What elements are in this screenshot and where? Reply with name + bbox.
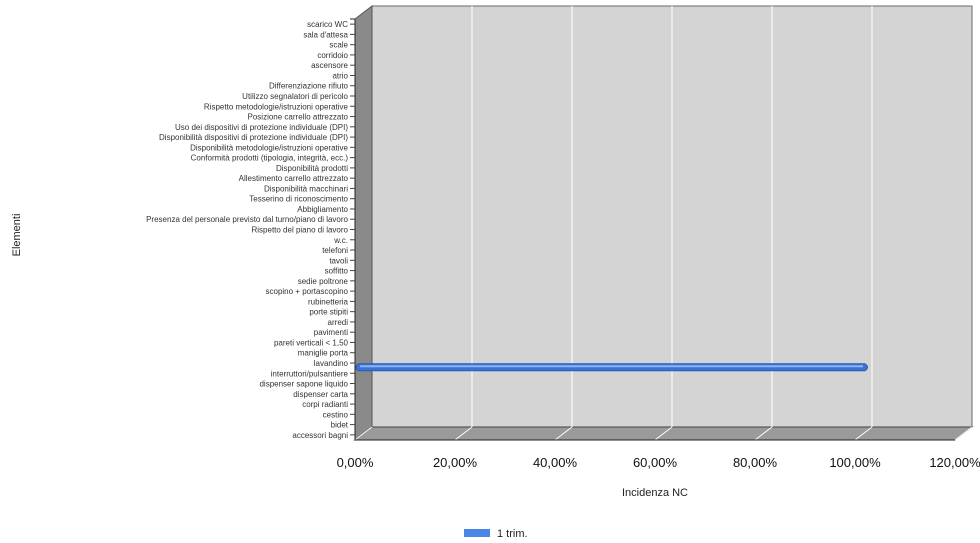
category-label: Disponibilità metodologie/istruzioni ope… bbox=[190, 143, 348, 152]
category-label: maniglie porta bbox=[298, 349, 349, 358]
category-label: Rispetto del piano di lavoro bbox=[251, 226, 348, 235]
floor-grid-line bbox=[354, 426, 373, 441]
y-axis-title: Elementi bbox=[11, 214, 23, 257]
category-label: Uso dei dispositivi di protezione indivi… bbox=[175, 123, 348, 132]
floor-grid-line bbox=[854, 426, 873, 441]
category-label: pareti verticali < 1,50 bbox=[274, 338, 349, 347]
floor-grid-line bbox=[754, 426, 773, 441]
category-label: pavimenti bbox=[314, 328, 348, 337]
category-label: telefoni bbox=[322, 246, 348, 255]
x-tick-label: 20,00% bbox=[433, 455, 478, 470]
x-tick-label: 40,00% bbox=[533, 455, 578, 470]
x-axis-title: Incidenza NC bbox=[622, 487, 688, 499]
category-label: scarico WC bbox=[307, 20, 348, 29]
floor-grid-line bbox=[454, 426, 473, 441]
category-label: ascensore bbox=[311, 61, 348, 70]
category-label: accessori bagni bbox=[292, 431, 348, 440]
category-label: Presenza del personale previsto dal turn… bbox=[146, 215, 348, 224]
plot-side-wall bbox=[354, 4, 373, 442]
legend: 1 trim. bbox=[464, 528, 528, 540]
category-label: interruttori/pulsantiere bbox=[271, 369, 349, 378]
x-tick-label: 80,00% bbox=[733, 455, 778, 470]
category-label: Disponibilità macchinari bbox=[264, 184, 348, 193]
category-label: dispenser carta bbox=[293, 390, 348, 399]
x-tick-label: 100,00% bbox=[829, 455, 881, 470]
category-label: bidet bbox=[331, 421, 349, 430]
category-label: scale bbox=[329, 41, 348, 50]
category-label: lavandino bbox=[314, 359, 349, 368]
category-label: Disponibilità prodotti bbox=[276, 164, 348, 173]
category-label: soffitto bbox=[325, 267, 349, 276]
category-label: atrio bbox=[332, 71, 348, 80]
floor-grid-line bbox=[654, 426, 673, 441]
x-tick-label: 0,00% bbox=[337, 455, 374, 470]
category-label: sedie poltrone bbox=[298, 277, 349, 286]
category-label: sala d'attesa bbox=[303, 30, 348, 39]
category-label: tavoli bbox=[329, 256, 348, 265]
category-label: cestino bbox=[323, 410, 349, 419]
category-label: scopino + portascopino bbox=[266, 287, 349, 296]
category-label: w.c. bbox=[333, 236, 348, 245]
category-label: Rispetto metodologie/istruzioni operativ… bbox=[204, 102, 349, 111]
category-label: porte stipiti bbox=[309, 308, 348, 317]
bar bbox=[355, 363, 868, 372]
category-label: dispenser sapone liquido bbox=[259, 380, 348, 389]
x-tick-label: 120,00% bbox=[929, 455, 980, 470]
category-label: Allestimento carrello attrezzato bbox=[239, 174, 349, 183]
category-label: Tesserino di riconoscimento bbox=[249, 195, 348, 204]
category-label: Differenziazione rifiuto bbox=[269, 82, 349, 91]
floor-grid-line bbox=[954, 426, 973, 441]
x-tick-label: 60,00% bbox=[633, 455, 678, 470]
floor-grid-line bbox=[554, 426, 573, 441]
category-label: arredi bbox=[328, 318, 349, 327]
category-label: Posizione carrello attrezzato bbox=[248, 113, 349, 122]
category-label: Conformità prodotti (tipologia, integrit… bbox=[191, 154, 349, 163]
category-label: Utilizzo segnalatori di pericolo bbox=[242, 92, 348, 101]
legend-label: 1 trim. bbox=[497, 528, 528, 540]
category-label: corridoio bbox=[317, 51, 348, 60]
category-label: rubinetteria bbox=[308, 297, 349, 306]
category-label: Abbigliamento bbox=[297, 205, 348, 214]
category-label: Disponibilità dispositivi di protezione … bbox=[159, 133, 348, 142]
legend-swatch bbox=[464, 529, 490, 537]
category-label: corpi radianti bbox=[302, 400, 348, 409]
